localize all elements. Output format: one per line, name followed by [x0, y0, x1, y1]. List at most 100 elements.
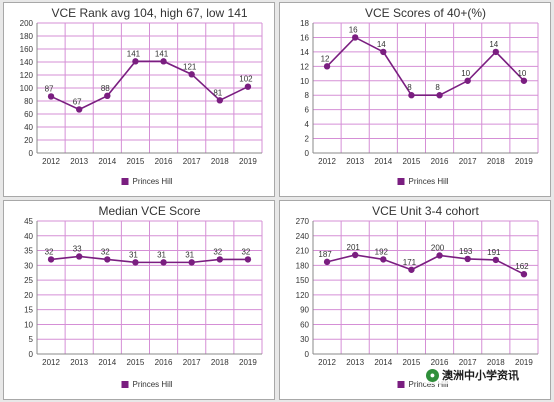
data-label: 141: [155, 49, 169, 58]
y-tick-label: 15: [24, 306, 33, 315]
x-tick-label: 2019: [239, 358, 257, 367]
series-line: [326, 254, 525, 275]
x-tick-label: 2016: [431, 157, 449, 166]
data-label: 10: [461, 69, 470, 78]
y-tick-label: 160: [20, 45, 34, 54]
data-point: [520, 271, 528, 278]
y-tick-label: 120: [20, 71, 34, 80]
x-tick-label: 2012: [42, 157, 60, 166]
data-label: 88: [101, 84, 110, 93]
x-tick-label: 2019: [515, 157, 533, 166]
x-tick-label: 2013: [70, 157, 88, 166]
data-label: 32: [213, 247, 222, 256]
data-point: [436, 252, 443, 259]
data-point: [160, 259, 167, 266]
x-tick-label: 2018: [211, 358, 229, 367]
data-point: [47, 256, 55, 263]
x-tick-label: 2015: [127, 157, 145, 166]
y-tick-label: 240: [296, 232, 310, 241]
y-tick-label: 25: [24, 276, 33, 285]
data-point: [132, 58, 139, 65]
data-point: [323, 258, 331, 266]
data-label: 81: [213, 88, 222, 97]
x-tick-label: 2014: [374, 157, 392, 166]
data-label: 200: [431, 243, 445, 252]
chart-title: VCE Scores of 40+(%): [365, 6, 486, 20]
y-tick-label: 40: [24, 123, 33, 132]
y-tick-label: 90: [300, 306, 309, 315]
data-label: 33: [73, 244, 82, 253]
data-point: [464, 77, 471, 84]
y-tick-label: 12: [300, 62, 309, 71]
data-label: 192: [375, 247, 389, 256]
data-point: [75, 106, 83, 113]
y-tick-label: 30: [300, 335, 309, 344]
data-label: 193: [459, 247, 473, 256]
legend-label: Princes Hill: [409, 380, 449, 389]
x-tick-label: 2016: [431, 358, 449, 367]
x-tick-label: 2016: [155, 157, 173, 166]
data-label: 191: [487, 248, 501, 257]
series-line: [50, 255, 248, 264]
data-point: [380, 48, 387, 56]
data-label: 162: [515, 262, 529, 271]
data-label: 14: [489, 40, 498, 49]
data-label: 32: [101, 247, 110, 256]
data-label: 102: [239, 75, 253, 84]
data-label: 31: [157, 250, 166, 259]
y-tick-label: 16: [300, 33, 309, 42]
x-tick-label: 2019: [239, 157, 257, 166]
chart-panel-vce-rank: VCE Rank avg 104, high 67, low 141 0 20 40 6…: [3, 2, 275, 197]
x-tick-label: 2015: [127, 358, 145, 367]
x-tick-label: 2013: [346, 157, 364, 166]
chart-panel-scores-40: VCE Scores of 40+(%) 0 2 4 6 8 10 12 14 16 18 2012 2…: [279, 2, 551, 197]
x-tick-label: 2014: [374, 358, 392, 367]
legend-swatch: [397, 381, 405, 388]
data-point: [464, 255, 471, 263]
data-point: [323, 63, 331, 70]
y-tick-label: 0: [29, 149, 34, 158]
x-tick-label: 2012: [318, 157, 336, 166]
x-tick-label: 2017: [183, 157, 201, 166]
y-tick-label: 60: [24, 110, 33, 119]
chart-title: VCE Rank avg 104, high 67, low 141: [51, 6, 247, 20]
data-label: 201: [347, 243, 361, 252]
data-point: [188, 71, 195, 78]
y-tick-label: 0: [29, 350, 34, 359]
y-tick-label: 0: [305, 350, 310, 359]
series-line: [326, 36, 525, 97]
x-tick-label: 2017: [183, 358, 201, 367]
data-point: [160, 58, 167, 65]
data-label: 31: [185, 250, 194, 259]
chart-title: Median VCE Score: [98, 204, 200, 218]
chart-panel-median-score: Median VCE Score 0 5 10 15 20 25 30 35 40 45 2012 20…: [3, 200, 275, 400]
x-tick-label: 2012: [318, 358, 336, 367]
y-tick-label: 100: [20, 84, 34, 93]
x-tick-label: 2017: [459, 157, 477, 166]
y-tick-label: 210: [296, 247, 310, 256]
x-tick-label: 2019: [515, 358, 533, 367]
watermark-text: 澳洲中小学资讯: [442, 370, 519, 382]
y-tick-label: 10: [24, 320, 33, 329]
data-label: 67: [73, 97, 82, 106]
y-tick-label: 5: [29, 335, 34, 344]
y-tick-label: 80: [24, 97, 33, 106]
data-label: 32: [241, 247, 250, 256]
x-tick-label: 2015: [403, 358, 421, 367]
legend-label: Princes Hill: [133, 177, 173, 186]
data-label: 171: [403, 258, 417, 267]
y-tick-label: 120: [296, 291, 310, 300]
legend-label: Princes Hill: [133, 380, 173, 389]
data-label: 14: [377, 40, 386, 49]
x-tick-label: 2015: [403, 157, 421, 166]
x-tick-label: 2018: [487, 157, 505, 166]
chart-svg-median-score: Median VCE Score 0 5 10 15 20 25 30 35 40 45 2012 20…: [24, 204, 263, 389]
y-tick-label: 180: [296, 261, 310, 270]
x-tick-label: 2013: [70, 358, 88, 367]
chart-svg-scores-40: VCE Scores of 40+(%) 0 2 4 6 8 10 12 14 16 18 2012 2…: [300, 6, 539, 186]
y-tick-label: 40: [24, 232, 33, 241]
data-point: [492, 256, 500, 264]
x-tick-label: 2016: [155, 358, 173, 367]
data-point: [132, 259, 139, 266]
y-tick-label: 35: [24, 247, 33, 256]
